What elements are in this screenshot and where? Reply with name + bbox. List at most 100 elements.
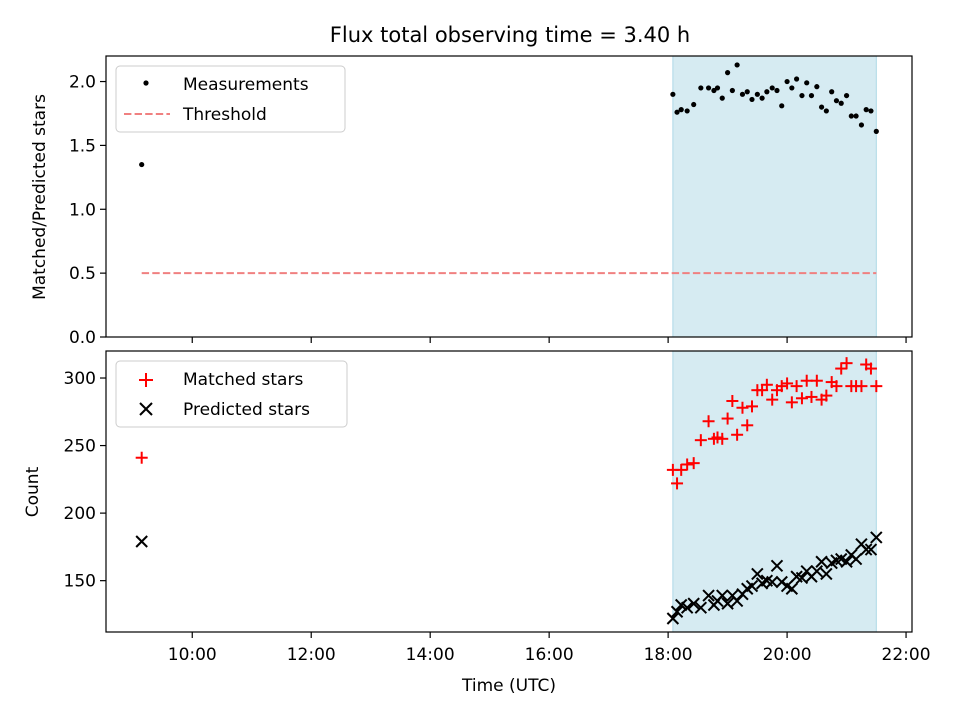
predicted-star-point	[864, 543, 878, 556]
measurement-point	[863, 107, 869, 113]
x-tick-label: 10:00	[168, 645, 217, 665]
measurement-point	[808, 92, 815, 99]
x-tick-label: 16:00	[525, 645, 574, 665]
measurement-point	[714, 85, 721, 91]
measurement-point	[818, 104, 825, 110]
x-tick-label: 18:00	[644, 645, 693, 665]
bottom-legend: Matched stars Predicted stars	[115, 360, 348, 428]
matched-star-point	[721, 412, 734, 425]
matched-star-point	[741, 419, 754, 432]
bottom-y-axis-label: Count	[23, 466, 43, 517]
predicted-star-point	[716, 589, 729, 602]
matched-star-point	[687, 457, 700, 470]
predicted-stars-points	[135, 531, 883, 625]
matched-star-point	[840, 357, 853, 370]
top-y-tick-label: 1.0	[69, 200, 96, 220]
measurement-point	[684, 108, 690, 114]
top-y-tick-label: 0.5	[69, 264, 96, 284]
matched-star-point	[805, 390, 818, 403]
matched-star-point	[745, 400, 758, 413]
predicted-star-point	[135, 535, 148, 548]
measurement-point	[823, 108, 829, 114]
measurement-point	[739, 91, 746, 97]
predicted-star-point	[687, 597, 700, 610]
measurement-point	[764, 89, 770, 95]
measurement-point	[670, 91, 676, 97]
legend-measurements-label: Measurements	[183, 75, 309, 95]
matched-star-point	[810, 374, 823, 387]
measurement-point	[754, 91, 760, 97]
measurement-point	[691, 101, 697, 108]
measurement-point	[789, 85, 795, 91]
measurement-point	[749, 96, 755, 103]
matched-star-point	[681, 458, 694, 471]
matched-star-point	[785, 396, 798, 409]
bottom-y-tick-label: 200	[64, 504, 96, 524]
top-legend-box	[115, 65, 346, 133]
measurement-point	[838, 100, 844, 106]
bottom-legend-box	[115, 360, 348, 428]
legend-matched-marker	[139, 373, 153, 387]
predicted-star-point	[849, 552, 863, 566]
bottom-y-tick-label: 150	[64, 572, 96, 592]
predicted-star-point	[785, 582, 799, 595]
measurement-point	[794, 76, 800, 82]
x-axis-label: Time (UTC)	[461, 676, 556, 696]
measurement-point	[799, 92, 805, 99]
measurement-point	[814, 84, 820, 90]
matched-star-point	[135, 451, 148, 464]
measurement-point	[769, 85, 775, 91]
bottom-y-tick-label: 250	[64, 437, 96, 457]
bottom-panel: 150 200 250 300 10:00 12:00 14:00 16:00 18:00 20…	[23, 350, 931, 696]
top-y-tick-label: 2.0	[69, 73, 96, 93]
measurement-point	[829, 89, 835, 95]
matched-star-point	[760, 378, 773, 391]
legend-predicted-marker	[139, 402, 153, 416]
matched-star-point	[830, 380, 843, 393]
top-y-ticks: 0.0 0.5 1.0 1.5 2.0	[69, 73, 106, 348]
measurement-point	[759, 95, 765, 101]
top-y-tick-label: 1.5	[69, 136, 96, 156]
predicted-star-point	[670, 605, 684, 618]
predicted-star-point	[721, 597, 734, 610]
bottom-x-ticks: 10:00 12:00 14:00 16:00 18:00 20:00 22:00	[168, 632, 931, 665]
chart-title: Flux total observing time = 3.40 h	[330, 23, 690, 47]
top-panel: 0.00.51.01.52.0 Matched/Predicted stars …	[30, 55, 913, 348]
measurement-point	[729, 87, 735, 94]
legend-predicted-label: Predicted stars	[183, 400, 310, 420]
predicted-star-point	[810, 564, 824, 578]
predicted-star-point	[702, 589, 715, 602]
measurement-point	[678, 107, 684, 113]
matched-star-point	[671, 477, 684, 490]
top-y-axis-label: Matched/Predicted stars	[30, 94, 50, 300]
matched-star-point	[790, 380, 803, 393]
measurement-point	[858, 122, 865, 128]
bottom-y-tick-label: 300	[64, 369, 96, 389]
matched-star-point	[835, 362, 848, 375]
matched-star-point	[864, 362, 877, 375]
predicted-star-point	[666, 612, 680, 625]
measurement-point	[873, 128, 879, 134]
x-tick-label: 12:00	[287, 645, 336, 665]
measurement-point	[674, 109, 680, 115]
matched-star-point	[795, 392, 808, 405]
matched-stars-points	[135, 357, 883, 490]
legend-matched-label: Matched stars	[183, 370, 303, 390]
legend-measurements-marker	[143, 80, 149, 86]
matched-star-point	[870, 380, 883, 393]
predicted-star-point	[820, 567, 833, 581]
top-shaded-interval	[672, 55, 877, 338]
top-plot-frame	[105, 55, 913, 338]
legend-threshold-label: Threshold	[182, 105, 267, 125]
measurement-point	[853, 113, 859, 119]
measurement-point	[784, 78, 790, 85]
measurement-point	[725, 70, 731, 76]
measurement-point	[779, 103, 785, 109]
matched-star-point	[716, 432, 729, 445]
x-tick-label: 20:00	[763, 645, 812, 665]
top-y-tick-label: 0.0	[69, 328, 96, 348]
bottom-plot-frame	[105, 350, 913, 633]
measurement-point	[848, 113, 854, 119]
predicted-star-point	[770, 559, 784, 573]
